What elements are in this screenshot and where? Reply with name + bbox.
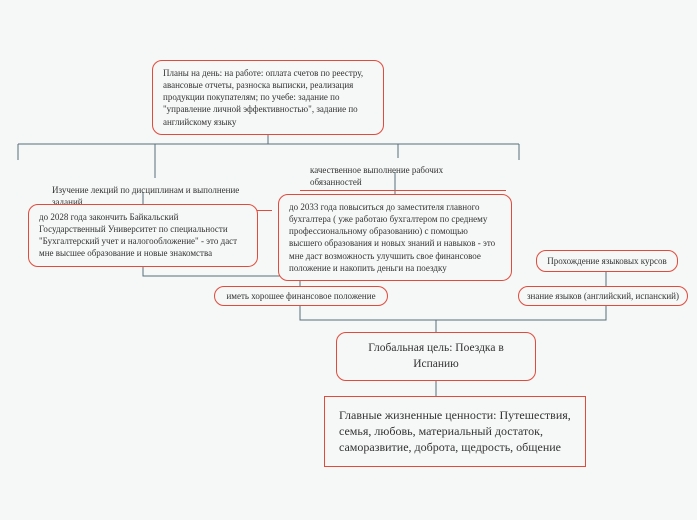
node-plans: Планы на день: на работе: оплата счетов … xyxy=(152,60,384,135)
node-goal: Глобальная цель: Поездка в Испанию xyxy=(336,332,536,381)
node-promotion: до 2033 года повыситься до заместителя г… xyxy=(278,194,512,281)
node-uni: до 2028 года закончить Байкальский Госуд… xyxy=(28,204,258,267)
node-finance: иметь хорошее финансовое положение xyxy=(214,286,388,306)
diagram-stage: Планы на день: на работе: оплата счетов … xyxy=(0,0,697,520)
edge-finance-to-goal xyxy=(300,302,436,332)
node-languages: знание языков (английский, испанский) xyxy=(518,286,688,306)
node-quality: качественное выполнение рабочих обязанно… xyxy=(300,158,506,191)
node-values: Главные жизненные ценности: Путешествия,… xyxy=(324,396,586,467)
node-courses: Прохождение языковых курсов xyxy=(536,250,678,272)
